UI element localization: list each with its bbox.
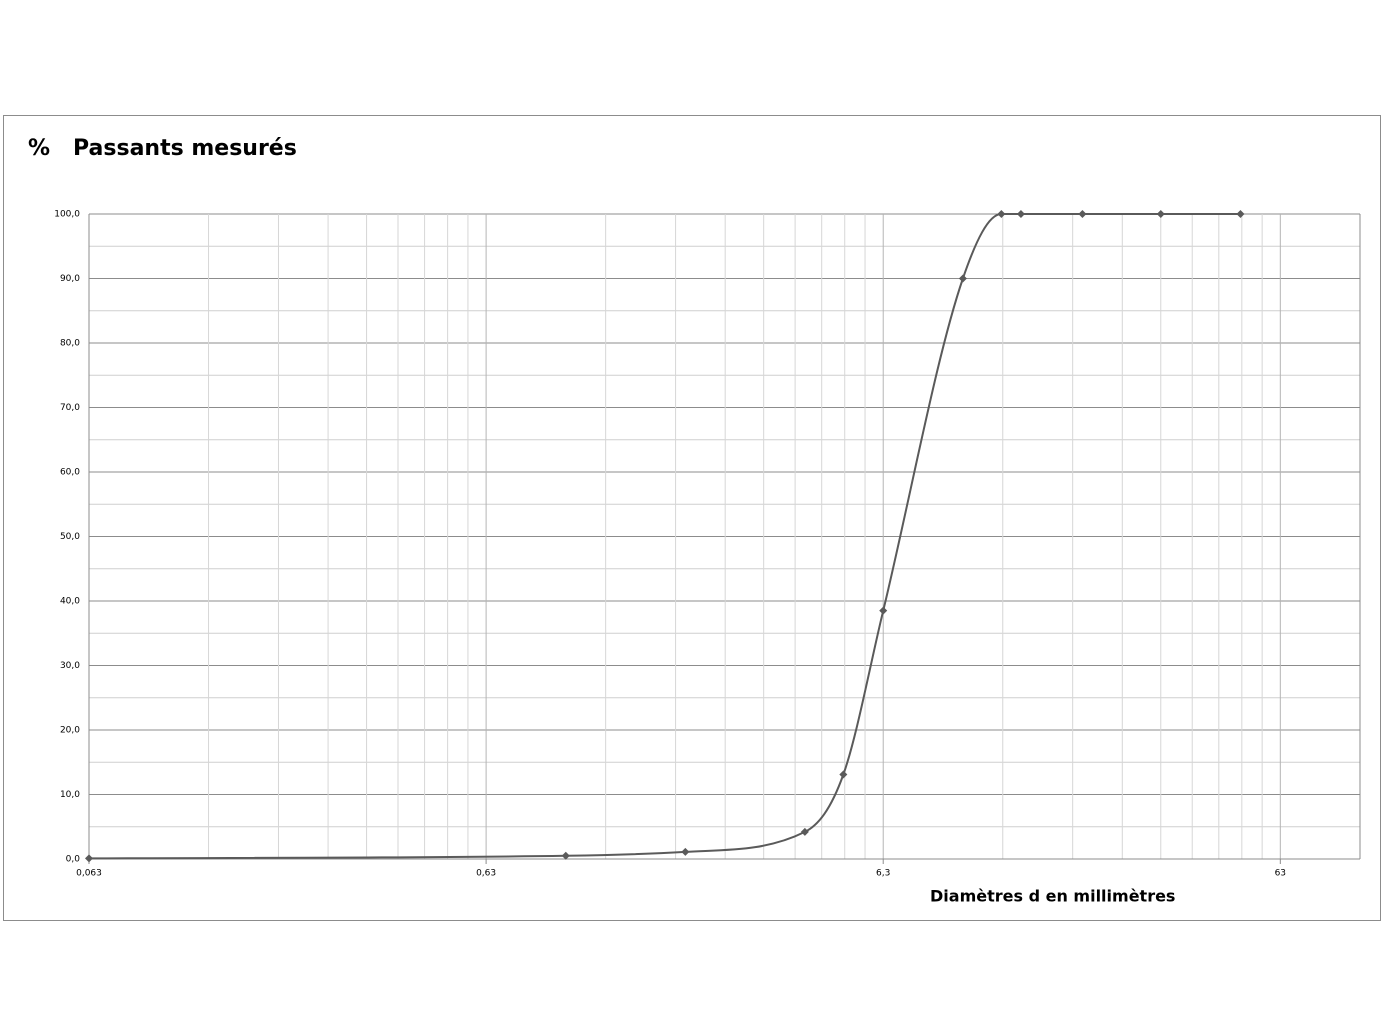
y-tick-label: 50,0 bbox=[60, 532, 80, 542]
y-tick-label: 0,0 bbox=[66, 855, 81, 865]
y-tick-label: 80,0 bbox=[60, 339, 80, 349]
y-tick-label: 40,0 bbox=[60, 597, 80, 607]
y-tick-label: 90,0 bbox=[60, 274, 80, 284]
x-tick-label: 0,063 bbox=[76, 869, 102, 879]
x-tick-label: 6,3 bbox=[876, 869, 890, 879]
chart-title: Passants mesurés bbox=[73, 136, 297, 161]
data-point bbox=[800, 827, 809, 836]
data-point bbox=[1236, 210, 1245, 218]
y-tick-label: 70,0 bbox=[60, 403, 80, 413]
y-tick-label: 100,0 bbox=[54, 210, 80, 220]
data-point bbox=[879, 606, 888, 615]
data-point bbox=[85, 854, 93, 863]
y-tick-label: 20,0 bbox=[60, 726, 80, 736]
x-tick-label: 0,63 bbox=[476, 869, 496, 879]
y-tick-label: 10,0 bbox=[60, 790, 80, 800]
data-point bbox=[997, 210, 1006, 218]
x-axis-label: Diamètres d en millimètres bbox=[930, 887, 1175, 906]
y-tick-label: 60,0 bbox=[60, 468, 80, 478]
x-tick-label: 63 bbox=[1275, 869, 1286, 879]
data-point bbox=[561, 851, 570, 860]
data-point bbox=[681, 847, 690, 856]
chart-frame bbox=[3, 115, 1381, 921]
data-point bbox=[1016, 210, 1025, 218]
y-axis-label: % bbox=[28, 136, 50, 161]
data-point bbox=[1156, 210, 1165, 218]
y-tick-label: 30,0 bbox=[60, 661, 80, 671]
data-point bbox=[1078, 210, 1087, 218]
data-point bbox=[958, 274, 967, 283]
data-point bbox=[839, 770, 848, 779]
